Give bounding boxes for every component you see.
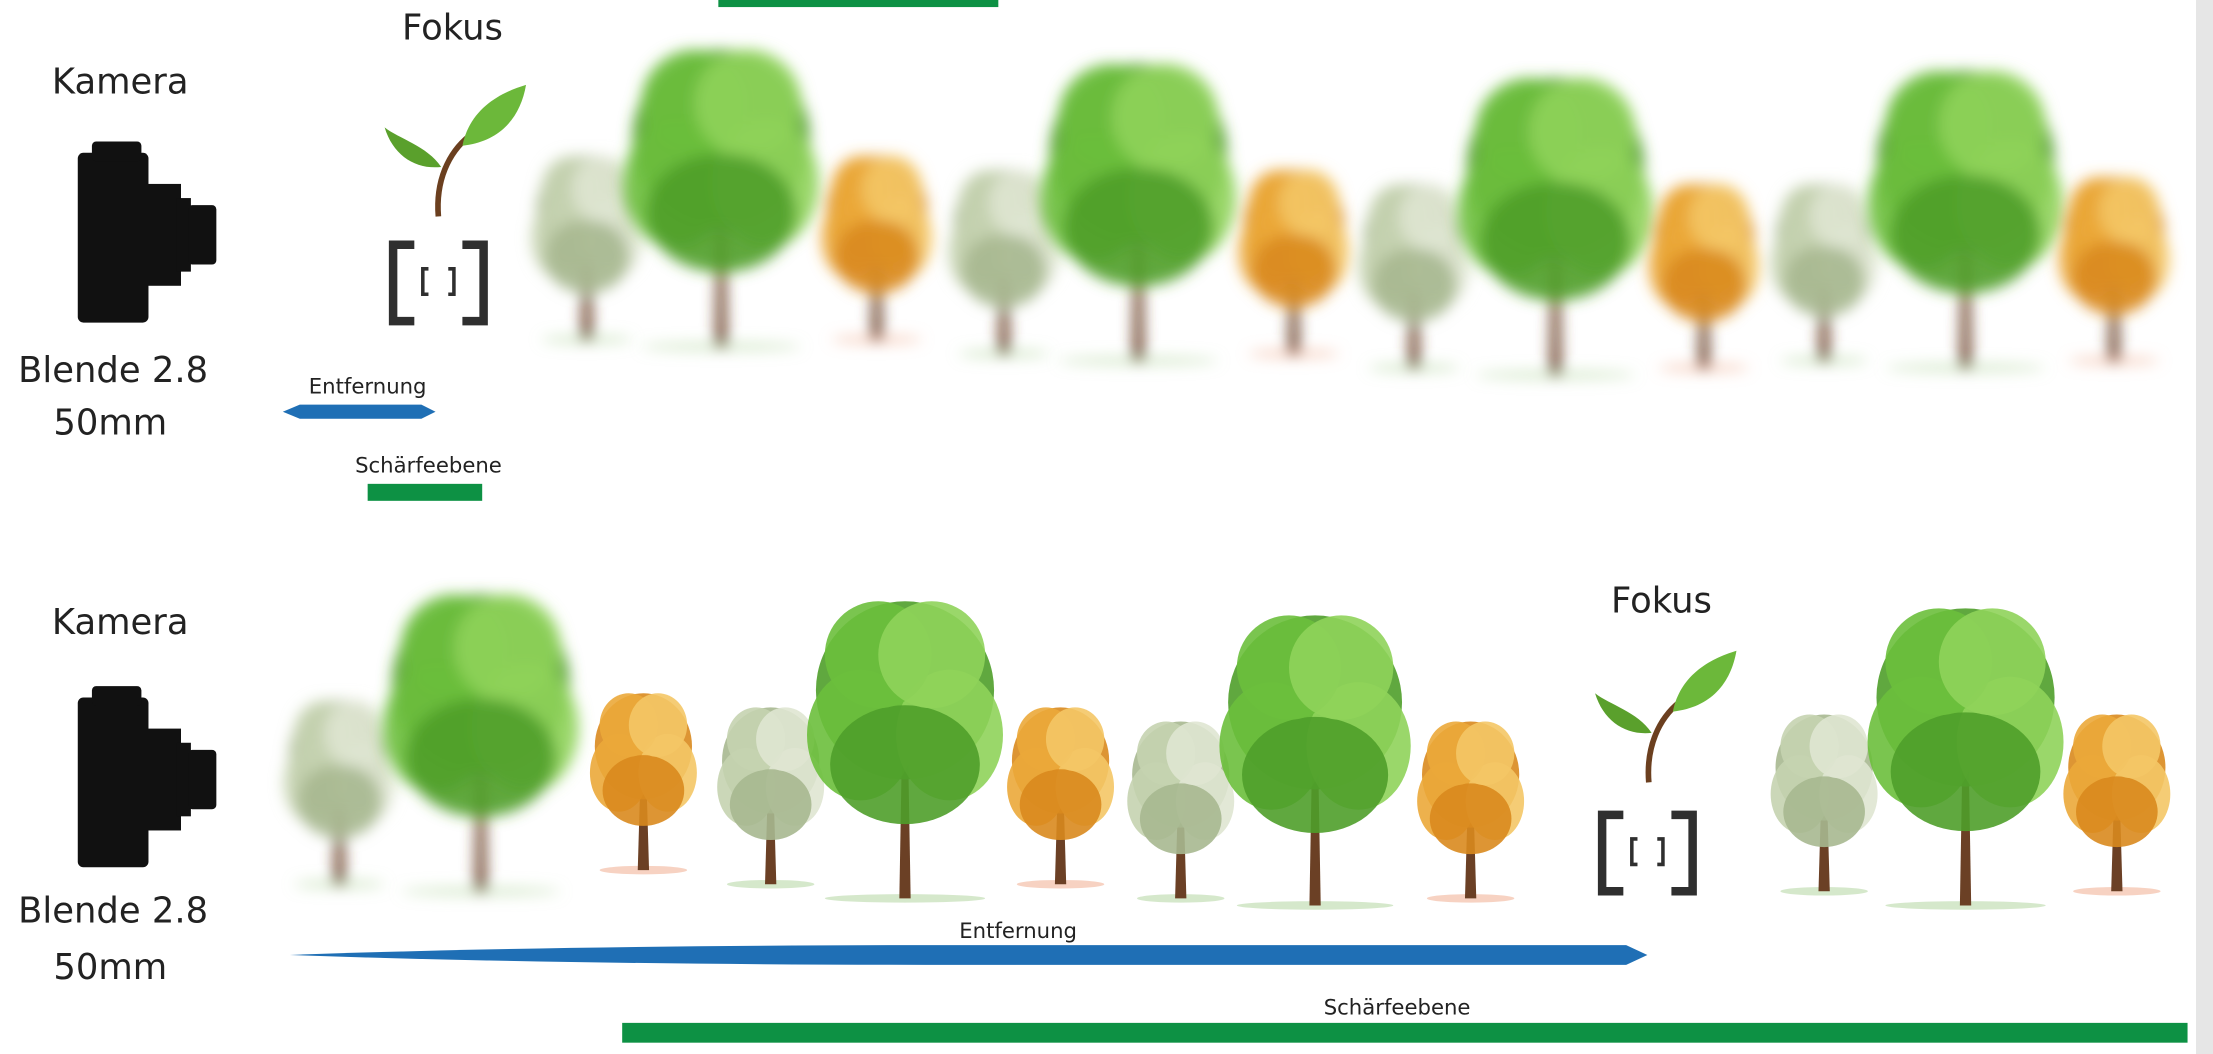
depth-label: Schärfeebene <box>355 454 502 479</box>
focus-bracket <box>393 245 483 321</box>
tree-crown <box>989 170 1050 236</box>
tree-crown <box>1939 71 2046 178</box>
tree <box>1238 170 1349 358</box>
camera-label: Kamera <box>52 61 189 102</box>
focal-length-label: 50mm <box>53 402 167 443</box>
tree-crown <box>572 156 633 222</box>
tree-crown <box>454 594 561 701</box>
tree-crown <box>297 765 382 839</box>
tree-crown <box>544 220 629 294</box>
tree <box>821 156 932 344</box>
tree <box>1868 71 2064 372</box>
tree <box>1040 64 1236 365</box>
tree-crown <box>2102 714 2160 778</box>
tree-crown <box>324 700 385 766</box>
tree-crown <box>603 755 685 826</box>
distance-arrow <box>290 945 1647 965</box>
tree-crown <box>730 769 812 840</box>
tree-crown <box>629 693 687 757</box>
camera-icon <box>78 686 217 867</box>
aperture-label: Blende 2.8 <box>18 890 208 931</box>
tree <box>807 601 1003 902</box>
tree <box>1219 615 1410 909</box>
tree-crown <box>2072 241 2157 315</box>
depth-bar <box>622 1023 2187 1043</box>
tree-crown <box>1166 722 1224 786</box>
tree <box>590 693 697 874</box>
depth-bar-top <box>718 0 998 7</box>
camera-label: Kamera <box>52 602 189 643</box>
distance-label: Entfernung <box>309 374 427 399</box>
tree-crown <box>1810 714 1868 778</box>
tree <box>383 594 579 895</box>
tree <box>1127 722 1234 903</box>
tree-crown <box>878 601 985 708</box>
tree-crown <box>694 50 801 157</box>
tree-crown <box>1046 707 1104 771</box>
tree-crown <box>1529 78 1636 185</box>
tree-crown <box>1020 769 1102 840</box>
tree-crown <box>1661 248 1746 322</box>
tree-crown <box>1063 168 1213 287</box>
distance-arrow <box>283 405 436 419</box>
focus-plant <box>1595 651 1736 783</box>
focus-plant <box>385 85 526 217</box>
tree <box>1771 714 1878 895</box>
tree-crown <box>1891 712 2041 831</box>
tree-crown <box>406 698 556 817</box>
tree <box>1457 78 1653 379</box>
right-edge <box>2196 0 2213 1054</box>
tree-crown <box>1372 248 1457 322</box>
tree-crown <box>1939 608 2046 715</box>
tree-crown <box>756 707 814 771</box>
page: {"panels": [ {"camera": "Kamera", "apert… <box>0 0 2213 1054</box>
tree-crown <box>646 154 796 273</box>
tree-crown <box>1251 234 1336 308</box>
tree-crown <box>1279 170 1340 236</box>
tree-crown <box>834 220 919 294</box>
tree-crown <box>1689 184 1750 250</box>
depth-bar <box>368 484 483 501</box>
tree <box>2058 177 2169 365</box>
tree <box>1868 608 2064 909</box>
tree <box>623 50 819 351</box>
tree <box>1007 707 1114 888</box>
tree <box>1648 184 1759 372</box>
tree-crown <box>1456 722 1514 786</box>
tree <box>284 700 395 888</box>
tree-crown <box>1783 246 1865 317</box>
focus-bracket <box>1602 815 1692 891</box>
illustration: Kamera Blende 2.8 50mm Fokus Entfernung … <box>0 0 2213 1054</box>
tree-crown <box>1399 184 1460 250</box>
tree-crown <box>830 705 980 824</box>
focus-label: Fokus <box>1611 581 1712 622</box>
tree-crown <box>1289 615 1393 719</box>
tree-crown <box>1140 783 1222 854</box>
tree <box>1358 184 1469 372</box>
tree-crown <box>1891 175 2041 294</box>
tree-crown <box>1112 64 1219 171</box>
tree-crown <box>1430 783 1512 854</box>
tree-crown <box>1242 717 1388 833</box>
distance-label: Entfernung <box>959 919 1077 944</box>
tree <box>1771 184 1878 365</box>
tree <box>1417 722 1524 903</box>
aperture-label: Blende 2.8 <box>18 350 208 391</box>
tree-crown <box>862 156 923 222</box>
focal-length-label: 50mm <box>53 947 167 988</box>
camera-icon <box>78 141 217 322</box>
focus-label: Fokus <box>402 8 503 49</box>
tree-crown <box>1810 184 1868 248</box>
depth-label: Schärfeebene <box>1324 995 1471 1020</box>
tree-crown <box>1783 776 1865 847</box>
tree-crown <box>962 234 1047 308</box>
tree-crown <box>1481 182 1631 301</box>
tree <box>2063 714 2170 895</box>
tree-crown <box>2099 177 2160 243</box>
tree-crown <box>2076 776 2158 847</box>
